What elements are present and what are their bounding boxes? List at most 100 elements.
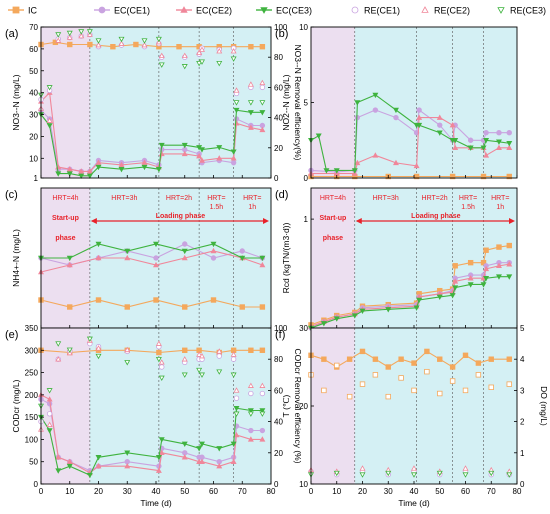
point-EC(CE2)-3 (124, 254, 131, 261)
phase-startup-bg (41, 27, 90, 178)
legend-marker-2 (180, 6, 188, 13)
panel-letter: (b) (275, 28, 288, 40)
y2label: NO3--N Removal efficiency(%) (293, 44, 303, 160)
point-RE(CE3)-17 (247, 100, 254, 106)
point-RE(CE3)-5 (95, 353, 102, 360)
y2tick-label-5: 100 (274, 23, 288, 32)
point-EC(CE3)-16 (495, 139, 502, 145)
point-IC-7 (176, 43, 182, 50)
point-RE(CE1)-15 (248, 390, 254, 397)
point-RE(CE2)-12 (216, 348, 223, 354)
point-EC(CE3)-12 (480, 282, 487, 288)
point-RE(CE3)-15 (247, 411, 254, 417)
point-RE(CE2)-13 (199, 46, 205, 52)
point-EC(CE2)-7 (118, 161, 125, 168)
panel-letter: (a) (5, 28, 18, 40)
point-EC(CE3)-2 (95, 241, 102, 248)
y2tick-label-5: 5 (520, 324, 525, 333)
point-EC(CE2)-4 (372, 152, 379, 158)
point-RE(CE3)-7 (155, 356, 162, 363)
point-IC-14 (488, 384, 494, 390)
point-EC(CE3)-4 (153, 241, 159, 248)
point-EC(CE3)-10 (158, 142, 165, 149)
point-EC(CE3)-18 (259, 110, 266, 116)
point-IC-2 (67, 41, 73, 48)
point-RE(CE3)-6 (124, 360, 131, 366)
panel-3: 1 Rcd (kgTN/(m3·d)) (d) HRT=4h HRT=3h HRT=2h H… (275, 187, 518, 332)
startup-label-1: phase (323, 235, 343, 242)
point-IC-7 (398, 356, 404, 362)
point-EC(CE3)-16 (259, 408, 266, 414)
ylabel: CODcr (mg/L) (11, 379, 21, 432)
point-IC-3 (346, 356, 353, 362)
point-RE(CE2)-12 (196, 49, 203, 55)
point-RE(CE3)-10 (196, 367, 203, 374)
ytick-label-6: 60 (29, 45, 38, 54)
point-EC(CE3)-2 (333, 316, 340, 322)
point-IC-10 (259, 347, 266, 353)
point-RE(CE2)-14 (233, 387, 240, 393)
point-RE(CE2)-2 (55, 37, 62, 43)
legend-marker-0 (12, 6, 20, 14)
point-IC-8 (411, 387, 417, 394)
legend-label-0: IC (28, 6, 38, 16)
ytick-label-5: 250 (25, 369, 39, 378)
ylabel: Rcd (kgTN/(m3·d)) (281, 222, 291, 293)
point-IC-13 (483, 247, 489, 253)
point-EC(CE3)-5 (354, 100, 361, 106)
point-IC-10 (437, 390, 443, 397)
point-EC(CE3)-3 (124, 248, 131, 255)
point-EC(CE2)-8 (158, 449, 165, 456)
point-RE(CE3)-5 (86, 29, 93, 35)
hrt-label-1: HRT=3h (111, 195, 137, 202)
point-RE(CE3)-14 (233, 411, 240, 417)
ytick-label-0: 1 (304, 215, 309, 224)
point-EC(CE2)-6 (413, 162, 420, 169)
point-RE(CE3)-10 (158, 62, 165, 68)
hrt-label-0: HRT=4h (320, 195, 346, 202)
y2tick-label-0: 0 (274, 480, 279, 489)
point-EC(CE2)-5 (86, 168, 93, 174)
ylabel: NO3--N (mg/L) (11, 74, 21, 130)
series-line-EC(CE3) (310, 276, 510, 329)
ylabel: T (℃) (281, 395, 291, 418)
legend: IC EC(CE1) EC(CE2) EC(CE3) RE(CE1) RE(CE2) RE(… (8, 6, 546, 16)
legend-label-3: EC(CE3) (276, 6, 312, 16)
point-RE(CE3)-13 (199, 59, 205, 65)
legend-marker-5 (421, 6, 429, 13)
ytick-label-2: 20 (29, 132, 38, 141)
ytick-label-5: 50 (29, 67, 38, 76)
point-EC(CE3)-8 (259, 255, 266, 262)
point-RE(CE2)-6 (95, 41, 102, 48)
point-RE(CE2)-16 (259, 382, 266, 388)
panel-letter: (d) (275, 189, 288, 201)
point-IC-9 (424, 368, 430, 375)
legend-label-4: RE(CE1) (364, 6, 400, 16)
y2label: CODcr Removal efficiency (%) (293, 348, 303, 463)
phase-loading-bg (89, 328, 271, 484)
point-EC(CE3)-9 (181, 441, 188, 448)
point-IC-11 (248, 43, 254, 50)
point-EC(CE2)-3 (354, 159, 361, 166)
loading-label: Loading phase (156, 213, 206, 220)
point-EC(CE3)-6 (124, 450, 131, 456)
hrt-label-4: 1.5h (210, 204, 224, 211)
point-RE(CE2)-15 (230, 48, 237, 54)
point-RE(CE3)-11 (181, 64, 188, 70)
y2tick-label-2: 40 (274, 114, 283, 123)
legend-marker-1 (98, 6, 106, 14)
point-EC(CE3)-13 (199, 147, 205, 153)
point-EC(CE2)-5 (181, 254, 188, 261)
point-EC(CE3)-15 (247, 408, 254, 414)
point-IC-14 (488, 356, 494, 362)
ytick-label-2: 30 (299, 324, 308, 333)
point-IC-6 (385, 364, 391, 370)
y2tick-label-4: 80 (274, 53, 283, 62)
point-RE(CE3)-4 (411, 472, 417, 478)
point-EC(CE3)-2 (55, 468, 62, 474)
point-EC(CE1)-5 (182, 241, 188, 247)
xtick-label-8: 80 (513, 487, 522, 496)
point-IC-2 (334, 362, 340, 369)
point-EC(CE3)-5 (181, 248, 188, 255)
